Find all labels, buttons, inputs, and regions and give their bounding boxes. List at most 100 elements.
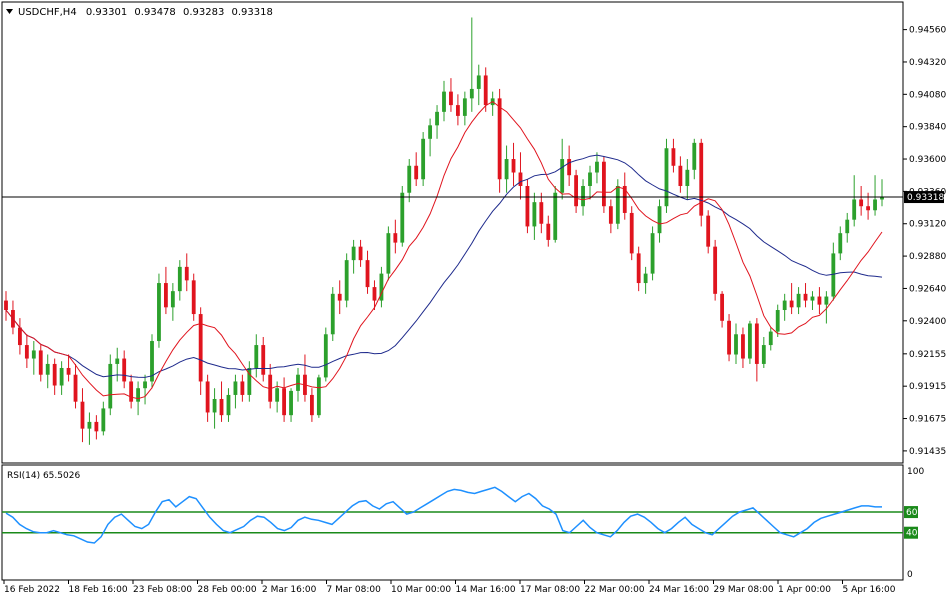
candle-body bbox=[789, 300, 794, 308]
time-tick-label: 17 Mar 08:00 bbox=[520, 585, 580, 595]
price-tick-label: 0.91675 bbox=[909, 415, 946, 425]
candle-body bbox=[261, 345, 266, 375]
candle-body bbox=[344, 260, 349, 301]
candle-body bbox=[219, 398, 224, 416]
candle-body bbox=[462, 98, 467, 116]
candle-body bbox=[323, 334, 328, 378]
candle-body bbox=[692, 142, 697, 170]
candle-body bbox=[852, 199, 857, 220]
candle-body bbox=[17, 327, 22, 346]
price-tick-label: 0.92400 bbox=[909, 317, 946, 327]
candle-body bbox=[379, 273, 384, 301]
candle-body bbox=[108, 363, 113, 409]
time-tick-label: 10 Mar 00:00 bbox=[391, 585, 451, 595]
candle-body bbox=[296, 374, 300, 391]
candle-body bbox=[622, 185, 627, 213]
rsi-label: RSI(14) 65.5026 bbox=[7, 471, 80, 481]
time-tick-label: 23 Feb 08:00 bbox=[133, 585, 192, 595]
candle-body bbox=[518, 172, 523, 186]
candle-body bbox=[372, 287, 377, 301]
candle-body bbox=[101, 408, 106, 432]
candle-body bbox=[94, 421, 99, 432]
candle-body bbox=[184, 266, 189, 281]
rsi-line bbox=[5, 486, 882, 544]
candle-body bbox=[136, 388, 141, 402]
candle-body bbox=[734, 334, 738, 355]
collapse-triangle-icon[interactable] bbox=[6, 9, 13, 14]
candle-body bbox=[838, 233, 843, 254]
candle-body bbox=[601, 161, 606, 207]
candle-body bbox=[588, 172, 592, 186]
candle-body bbox=[428, 125, 433, 139]
fast-moving-average-line bbox=[5, 100, 883, 400]
candle-body bbox=[73, 374, 78, 402]
time-tick-label: 2 Mar 16:00 bbox=[262, 585, 317, 595]
candle-body bbox=[595, 161, 599, 173]
candle-body bbox=[560, 159, 565, 193]
candle-body bbox=[254, 345, 259, 368]
candle-body bbox=[198, 314, 203, 382]
candle-body bbox=[574, 175, 579, 207]
candle-body bbox=[80, 401, 85, 429]
candle-body bbox=[873, 199, 877, 211]
candle-body bbox=[741, 334, 745, 359]
candle-body bbox=[567, 159, 572, 176]
candle-body bbox=[761, 345, 766, 364]
price-tick-label: 0.94560 bbox=[909, 26, 946, 36]
candle-body bbox=[511, 159, 516, 173]
candle-body bbox=[866, 206, 871, 211]
candle-body bbox=[449, 91, 453, 106]
candle-body bbox=[643, 273, 648, 284]
price-tick-label: 0.91915 bbox=[909, 382, 946, 392]
candle-body bbox=[191, 280, 196, 315]
rsi-tick-label: 0 bbox=[907, 570, 913, 580]
candle-body bbox=[414, 165, 419, 180]
price-tick-label: 0.93840 bbox=[909, 123, 946, 133]
candle-body bbox=[87, 421, 92, 429]
candle-body bbox=[664, 148, 669, 207]
candle-body bbox=[393, 233, 398, 243]
candle-body bbox=[845, 219, 850, 234]
candle-body bbox=[817, 296, 822, 305]
time-tick-label: 28 Feb 00:00 bbox=[198, 585, 257, 595]
candle-body bbox=[775, 310, 780, 332]
candle-body bbox=[421, 138, 426, 180]
high-value: 0.93478 bbox=[134, 7, 175, 18]
rsi-tick-label: 40 bbox=[906, 529, 918, 539]
candle-body bbox=[407, 165, 412, 193]
price-tick-label: 0.94320 bbox=[909, 58, 946, 68]
candle-body bbox=[880, 196, 884, 200]
candle-body bbox=[685, 169, 690, 186]
candle-body bbox=[782, 300, 787, 311]
candle-body bbox=[330, 293, 335, 335]
candle-body bbox=[31, 350, 36, 359]
low-value: 0.93283 bbox=[183, 7, 224, 18]
price-tick-label: 0.92155 bbox=[909, 350, 946, 360]
candle-body bbox=[38, 350, 43, 375]
candle-body bbox=[727, 320, 731, 355]
price-tick-label: 0.93120 bbox=[909, 220, 946, 230]
candle-body bbox=[275, 388, 280, 402]
rsi-level-badge bbox=[904, 506, 918, 519]
candle-body bbox=[163, 283, 168, 308]
candle-body bbox=[205, 381, 210, 413]
candle-body bbox=[747, 323, 752, 359]
candle-body bbox=[4, 300, 8, 311]
candle-body bbox=[525, 185, 530, 227]
candle-body bbox=[754, 323, 759, 364]
candle-body bbox=[629, 212, 634, 254]
time-tick-label: 5 Apr 16:00 bbox=[843, 585, 896, 595]
candle-body bbox=[337, 293, 342, 301]
candle-body bbox=[289, 390, 293, 416]
candle-body bbox=[177, 266, 182, 292]
rsi-tick-label: 100 bbox=[907, 467, 924, 477]
candle-body bbox=[282, 388, 287, 416]
candle-body bbox=[532, 202, 537, 227]
time-tick-label: 29 Mar 08:00 bbox=[714, 585, 774, 595]
rsi-tick-label: 60 bbox=[906, 508, 918, 518]
candle-body bbox=[212, 398, 217, 413]
time-tick-label: 7 Mar 08:00 bbox=[327, 585, 382, 595]
candle-body bbox=[240, 381, 245, 395]
candle-body bbox=[233, 381, 238, 395]
